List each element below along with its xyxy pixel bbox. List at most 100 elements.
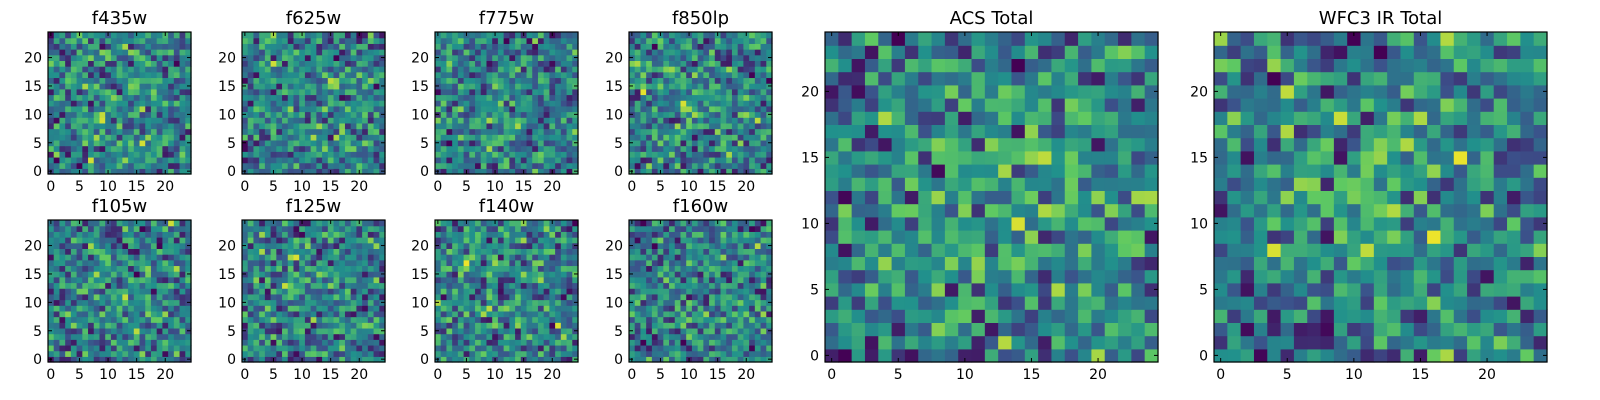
pixel-cell [99,139,106,147]
pixel-cell [110,310,118,318]
pixel-cell [766,43,773,50]
pixel-cell [674,88,682,96]
pixel-cell [145,83,152,90]
pixel-cell [714,271,722,278]
pixel-cell [520,322,528,329]
pixel-cell [373,242,380,249]
pixel-cell [356,151,363,158]
pixel-cell [543,288,550,295]
pixel-cell [76,293,83,301]
pixel-cell [509,299,516,306]
pixel-cell [276,83,283,90]
pixel-cell [99,265,106,272]
pixel-cell [276,288,283,295]
pixel-cell [179,151,186,158]
pixel-cell [110,288,118,295]
pixel-cell [566,139,573,147]
pixel-cell [515,134,522,141]
pixel-cell [629,293,636,301]
pixel-cell [122,237,129,244]
pixel-cell [133,162,141,169]
pixel-cell [463,43,470,50]
pixel-cell [634,83,642,90]
pixel-cell [691,310,699,318]
pixel-cell [59,122,66,130]
pixel-cell [173,100,181,107]
pixel-cell [555,83,562,90]
pixel-cell [270,145,277,152]
pixel-cell [185,71,192,79]
pixel-cell [76,100,83,107]
pixel-cell [356,117,363,124]
pixel-cell [162,299,169,306]
pixel-cell [543,220,550,227]
pixel-cell [76,128,83,135]
pixel-cell [492,77,499,84]
pixel-cell [128,344,135,352]
pixel-cell [709,327,716,335]
pixel-cell [469,77,476,84]
pixel-cell [452,134,459,141]
pixel-cell [350,139,357,147]
pixel-cell [651,156,659,164]
pixel-cell [299,145,306,152]
pixel-cell [520,350,528,357]
pixel-cell [259,71,266,79]
pixel-cell [726,49,733,56]
pixel-cell [316,32,323,39]
pixel-cell [139,322,146,329]
pixel-cell [663,111,670,118]
pixel-cell [350,71,357,79]
pixel-cell [116,83,123,90]
pixel-cell [674,134,682,141]
pixel-cell [714,310,722,318]
pixel-cell [150,293,158,301]
pixel-cell [48,265,55,272]
pixel-cell [532,60,539,67]
pixel-cell [709,105,716,113]
pixel-cell [651,151,659,158]
pixel-cell [162,327,169,335]
pixel-cell [356,333,363,340]
pixel-cell [515,139,522,147]
pixel-cell [509,248,516,255]
pixel-cell [185,37,192,44]
pixel-cell [691,111,699,118]
pixel-cell [367,100,375,107]
pixel-cell [276,299,283,306]
pixel-cell [367,128,375,135]
pixel-cell [168,231,175,238]
pixel-cell [497,237,505,244]
pixel-cell [122,282,129,289]
pixel-cell [475,322,482,329]
pixel-cell [145,77,152,84]
pixel-cell [503,310,510,318]
pixel-cell [532,77,539,84]
pixel-cell [766,293,773,301]
pixel-cell [150,220,158,227]
pixel-cell [754,66,762,73]
pixel-cell [327,344,335,352]
pixel-cell [53,220,61,227]
pixel-cell [128,128,135,135]
pixel-cell [720,37,727,44]
pixel-cell [469,128,476,135]
pixel-cell [362,242,369,249]
pixel-cell [145,288,152,295]
pixel-cell [247,356,255,363]
pixel-cell [316,122,323,130]
pixel-cell [59,316,66,323]
pixel-cell [270,288,277,295]
pixel-cell [88,77,95,84]
pixel-cell [560,259,568,267]
pixel-cell [310,271,317,278]
pixel-cell [686,151,693,158]
pixel-cell [162,254,169,261]
pixel-cell [486,145,493,152]
pixel-cell [327,105,335,113]
pixel-cell [452,350,459,357]
pixel-cell [173,276,181,284]
pixel-cell [116,299,123,306]
pixel-cell [663,94,670,101]
pixel-cell [743,293,750,301]
